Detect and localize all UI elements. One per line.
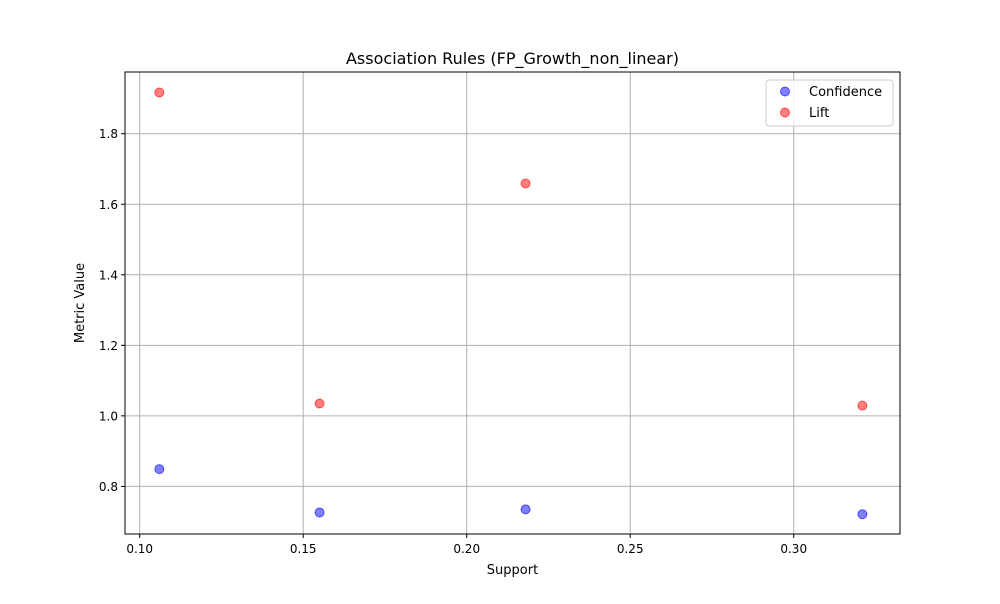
y-tick-label: 1.2 — [99, 339, 118, 353]
legend-label-lift: Lift — [809, 106, 829, 121]
point-confidence — [857, 509, 868, 520]
grid-lines — [125, 72, 900, 534]
point-lift — [314, 398, 325, 409]
legend-marker-confidence — [780, 86, 790, 97]
point-confidence — [154, 464, 165, 475]
x-tick-label: 0.30 — [780, 542, 807, 556]
y-tick-label: 0.8 — [99, 480, 118, 494]
point-lift — [857, 400, 868, 411]
y-axis-label: Metric Value — [73, 263, 88, 343]
y-tick-label: 1.0 — [99, 409, 118, 423]
point-lift — [154, 87, 165, 98]
point-lift — [520, 178, 531, 189]
y-tick-label: 1.8 — [99, 127, 118, 141]
point-confidence — [314, 507, 325, 518]
legend: Confidence Lift — [765, 79, 894, 127]
chart-title: Association Rules (FP_Growth_non_linear) — [346, 49, 679, 69]
x-tick-label: 0.20 — [453, 542, 480, 556]
x-tick-label: 0.25 — [617, 542, 644, 556]
data-points — [154, 87, 868, 520]
point-confidence — [520, 504, 531, 515]
x-axis-label: Support — [487, 563, 538, 578]
legend-frame — [765, 79, 894, 127]
x-tick-label: 0.10 — [126, 542, 153, 556]
y-tick-label: 1.4 — [99, 268, 118, 282]
legend-label-confidence: Confidence — [809, 85, 882, 100]
legend-marker-lift — [780, 107, 790, 118]
x-tick-label: 0.15 — [290, 542, 317, 556]
plot-frame — [124, 71, 901, 535]
y-tick-label: 1.6 — [99, 198, 118, 212]
axis-ticks: 0.10 0.15 0.20 0.25 0.30 0.8 1.0 1.2 1.4 1.6 1.8 — [99, 127, 807, 556]
